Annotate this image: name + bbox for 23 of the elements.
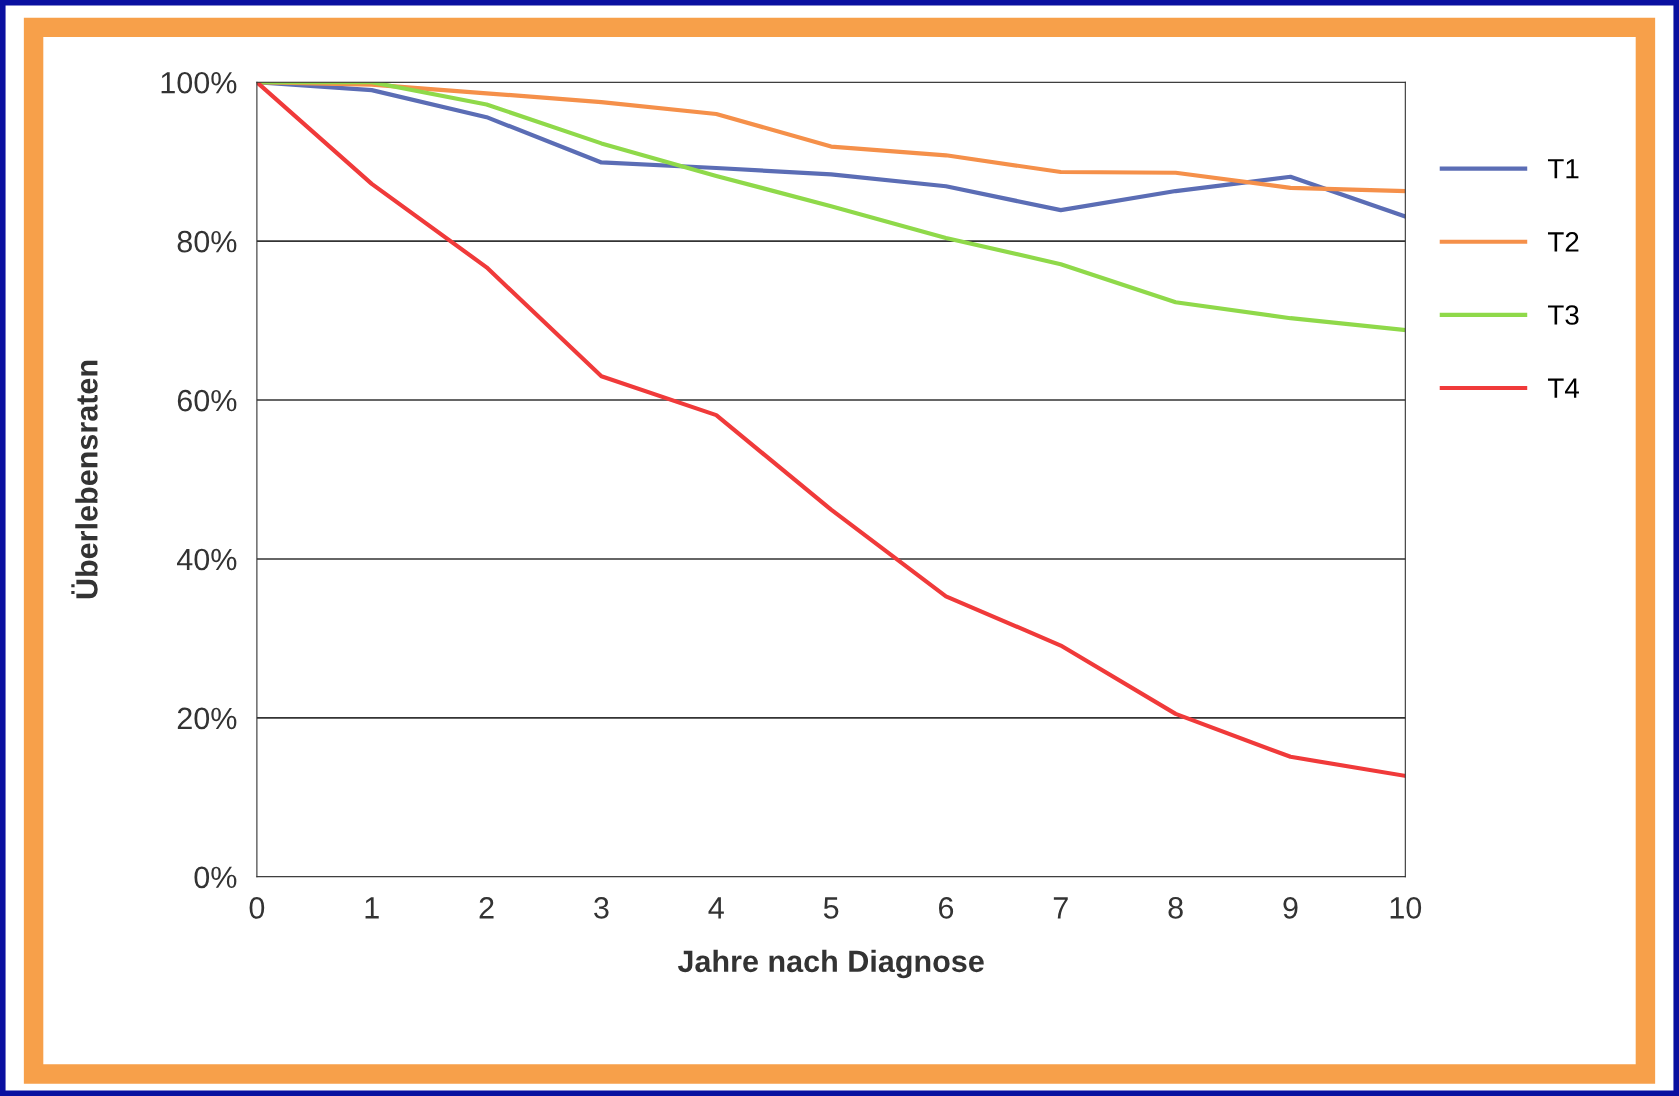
x-tick-label: 2 [479,897,494,919]
y-tick-label: 40% [176,548,237,571]
y-tick-label: 60% [177,389,237,412]
x-tick-label: 8 [1168,897,1183,919]
x-tick-label: 1 [365,897,379,919]
x-tick-label: 6 [939,897,954,919]
legend-label: T3 [1547,305,1579,325]
x-tick-label: 10 [1390,897,1422,919]
y-tick-label: 100% [161,71,237,94]
x-tick-label: 0 [249,897,265,919]
legend-label: T4 [1547,378,1579,398]
x-tick-label: 7 [1053,897,1068,919]
y-tick-label: 0% [194,866,237,889]
legend-label: T1 [1547,159,1579,179]
x-tick-label: 5 [823,897,839,919]
legend-label: T2 [1547,232,1579,252]
y-tick-label: 20% [177,707,237,730]
x-tick-label: 4 [708,897,724,919]
x-tick-label: 3 [594,897,609,919]
y-axis-title: Überlebensraten [71,360,98,599]
x-axis-title: Jahre nach Diagnose [677,949,984,979]
y-tick-label: 80% [177,230,237,253]
x-tick-label: 9 [1283,897,1298,919]
